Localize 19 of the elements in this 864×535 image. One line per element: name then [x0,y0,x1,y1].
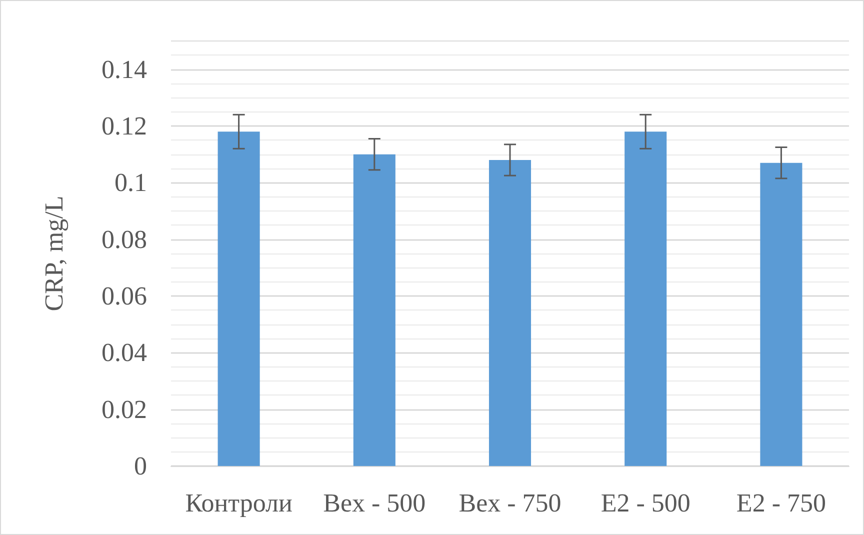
y-tick-label: 0.04 [102,338,147,368]
bar [218,132,260,466]
x-tick-label: Bex - 500 [323,488,426,518]
y-axis-title: CRP, mg/L [40,196,68,312]
x-tick-label: Bex - 750 [458,488,562,518]
bar [488,160,532,466]
x-tick-label: E2 - 500 [600,488,690,518]
bar [353,154,396,466]
x-tick-label: E2 - 750 [736,488,826,518]
x-tick-label: Контроли [185,488,292,518]
y-tick-label: 0.12 [102,112,147,140]
y-tick-label: 0.02 [102,394,147,424]
y-tick-label: 0.1 [114,168,147,198]
y-tick-label: 0.08 [102,224,147,254]
y-tick-label: 0.14 [102,54,147,84]
y-tick-label: 0 [134,452,147,480]
y-tick-label: 0.06 [102,282,147,310]
bar [624,132,667,466]
bar [760,162,802,466]
